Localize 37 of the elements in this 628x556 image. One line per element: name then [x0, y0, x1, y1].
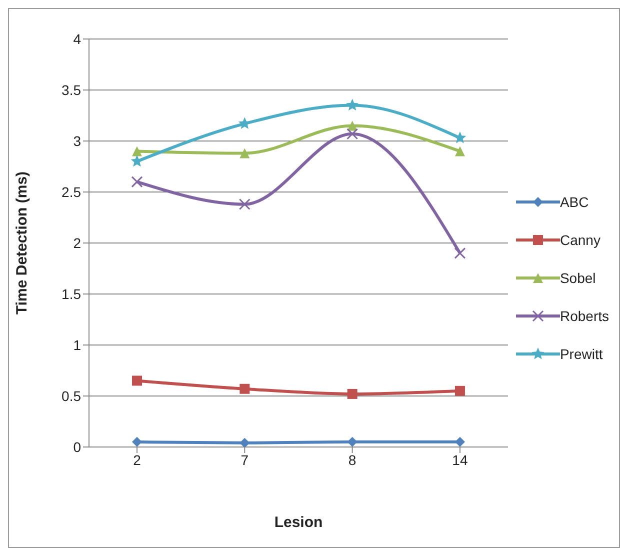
point: [454, 436, 465, 447]
y-tick-label: 3.5: [62, 82, 82, 98]
y-tick-label: 1.5: [62, 286, 82, 302]
x-tick-label: 2: [133, 452, 142, 468]
y-tick-label: 3: [73, 132, 82, 149]
point: [346, 98, 358, 111]
point: [454, 146, 465, 156]
x-tick-label: 14: [452, 452, 468, 468]
point: [454, 386, 465, 396]
point: [240, 148, 250, 158]
point: [132, 436, 142, 447]
point: [240, 438, 250, 447]
point: [347, 436, 358, 447]
legend-label: Sobel: [560, 270, 596, 286]
y-tick-label: 1: [73, 336, 82, 353]
point: [132, 146, 142, 156]
legend-label: Prewitt: [560, 346, 603, 362]
y-axis-title: Time Detection (ms): [13, 171, 30, 315]
point: [238, 198, 250, 210]
y-tick-label: 2.5: [62, 184, 82, 200]
x-axis-title: Lesion: [274, 514, 323, 531]
point: [132, 376, 142, 386]
y-tick-label: 0: [73, 438, 82, 455]
point: [131, 176, 143, 188]
x-tick-label: 8: [348, 452, 356, 468]
point: [240, 384, 250, 394]
point: [347, 388, 358, 399]
point: [454, 131, 466, 144]
y-tick-label: 4: [73, 30, 82, 47]
y-tick-label: 0.5: [62, 388, 82, 404]
point: [454, 247, 466, 259]
x-tick-label: 7: [240, 452, 249, 468]
legend-label: ABC: [560, 194, 589, 210]
y-tick-label: 2: [73, 234, 82, 251]
legend-label: Canny: [560, 232, 600, 248]
point: [346, 128, 358, 140]
legend-label: Roberts: [560, 308, 609, 324]
